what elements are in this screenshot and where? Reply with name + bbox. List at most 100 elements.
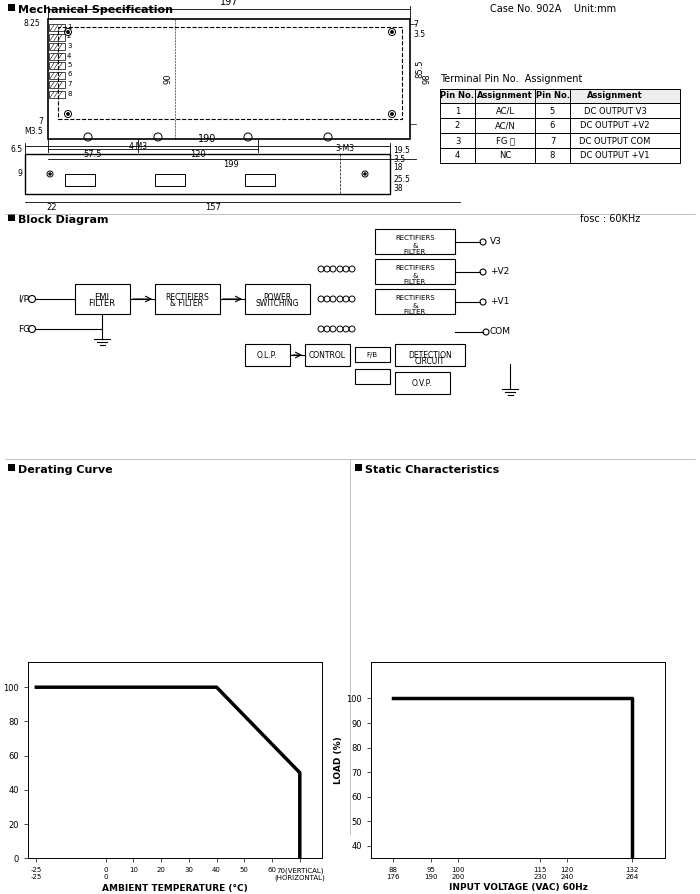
Text: 8.25: 8.25 <box>23 20 40 29</box>
Text: &: & <box>412 273 418 279</box>
Text: +V1: +V1 <box>490 298 510 307</box>
Circle shape <box>66 113 69 115</box>
Text: EMI: EMI <box>94 292 109 301</box>
Text: DC OUTPUT COM: DC OUTPUT COM <box>580 137 651 146</box>
Text: POWER: POWER <box>263 292 291 301</box>
Bar <box>48 19 410 139</box>
Bar <box>440 103 680 118</box>
Circle shape <box>364 173 366 175</box>
Text: I/P: I/P <box>18 294 29 303</box>
Text: 5: 5 <box>67 62 71 68</box>
Text: AC/L: AC/L <box>496 106 514 115</box>
Bar <box>8 464 15 471</box>
Text: 3.5: 3.5 <box>393 155 405 164</box>
Text: 4: 4 <box>67 53 71 58</box>
Text: 2: 2 <box>455 122 460 131</box>
Text: 25.5: 25.5 <box>393 175 410 184</box>
Text: Assignment: Assignment <box>587 91 643 100</box>
Bar <box>49 43 65 50</box>
Bar <box>440 89 680 103</box>
Bar <box>355 347 390 362</box>
Bar <box>305 344 350 366</box>
Text: FILTER: FILTER <box>88 299 116 308</box>
Circle shape <box>66 30 69 33</box>
Text: 8: 8 <box>550 151 555 161</box>
Text: DC OUTPUT V3: DC OUTPUT V3 <box>584 106 646 115</box>
Text: &: & <box>412 243 418 249</box>
Text: CONTROL: CONTROL <box>309 350 346 359</box>
Text: DC OUTPUT +V2: DC OUTPUT +V2 <box>580 122 650 131</box>
Text: 85.5: 85.5 <box>415 60 424 79</box>
Text: +V2: +V2 <box>490 267 510 276</box>
Text: 120: 120 <box>190 150 206 159</box>
Text: 22: 22 <box>47 203 57 212</box>
Bar <box>440 148 680 163</box>
Text: 90: 90 <box>164 73 173 84</box>
Text: RECTIFIERS: RECTIFIERS <box>165 292 209 301</box>
Text: 4-M3: 4-M3 <box>128 142 148 151</box>
Text: 7: 7 <box>38 116 43 125</box>
Text: AC/N: AC/N <box>495 122 515 131</box>
Bar <box>245 284 310 314</box>
Text: 157: 157 <box>205 203 221 212</box>
X-axis label: INPUT VOLTAGE (VAC) 60Hz: INPUT VOLTAGE (VAC) 60Hz <box>449 883 587 892</box>
Text: V3: V3 <box>490 238 502 247</box>
Text: FILTER: FILTER <box>404 279 426 285</box>
Text: O.L.P.: O.L.P. <box>257 350 277 359</box>
X-axis label: AMBIENT TEMPERATURE (°C): AMBIENT TEMPERATURE (°C) <box>102 884 248 893</box>
Text: 6.5: 6.5 <box>11 145 23 154</box>
Bar <box>355 464 362 471</box>
Text: &: & <box>412 303 418 309</box>
Bar <box>440 133 680 148</box>
Text: DETECTION: DETECTION <box>408 350 452 359</box>
Bar <box>49 33 65 40</box>
Text: F/B: F/B <box>366 352 377 358</box>
Bar <box>49 81 65 88</box>
Bar <box>49 24 65 31</box>
Bar <box>375 289 455 314</box>
Text: 199: 199 <box>223 160 239 169</box>
Text: 57.5: 57.5 <box>84 150 102 159</box>
Bar <box>25 154 390 194</box>
Bar <box>8 214 15 221</box>
Text: COM: COM <box>490 327 511 336</box>
Text: CIRCUIT: CIRCUIT <box>415 358 445 367</box>
Circle shape <box>391 30 393 33</box>
Bar <box>155 284 220 314</box>
Text: 190: 190 <box>198 134 217 144</box>
Text: RECTIFIERS: RECTIFIERS <box>395 295 435 301</box>
Circle shape <box>391 113 393 115</box>
Bar <box>395 344 465 366</box>
Text: 98: 98 <box>423 73 432 84</box>
Bar <box>245 344 290 366</box>
Bar <box>155 174 185 186</box>
Text: NC: NC <box>499 151 511 161</box>
Text: 19.5: 19.5 <box>393 146 410 155</box>
Text: M3.5: M3.5 <box>25 126 43 136</box>
Text: 7: 7 <box>550 137 555 146</box>
Bar <box>375 229 455 254</box>
Text: & FILTER: & FILTER <box>171 299 204 308</box>
Text: 3-M3: 3-M3 <box>335 144 354 153</box>
Text: 9: 9 <box>17 170 22 179</box>
Text: 6: 6 <box>550 122 555 131</box>
Text: 7: 7 <box>413 20 418 29</box>
Text: FG ⏚: FG ⏚ <box>496 137 514 146</box>
Text: 38: 38 <box>393 184 402 193</box>
Text: Assignment: Assignment <box>477 91 533 100</box>
Circle shape <box>49 173 51 175</box>
Text: FILTER: FILTER <box>404 249 426 255</box>
Text: 1: 1 <box>455 106 460 115</box>
Text: FILTER: FILTER <box>404 309 426 315</box>
Text: 4: 4 <box>455 151 460 161</box>
Bar <box>245 174 275 186</box>
Text: 8: 8 <box>67 90 71 97</box>
Text: O.V.P.: O.V.P. <box>412 378 433 387</box>
Bar <box>8 4 15 11</box>
Bar <box>49 90 65 97</box>
Bar <box>375 259 455 284</box>
Bar <box>395 372 450 394</box>
Text: RECTIFIERS: RECTIFIERS <box>395 235 435 241</box>
Text: Derating Curve: Derating Curve <box>18 465 113 475</box>
Text: 18: 18 <box>393 163 402 172</box>
